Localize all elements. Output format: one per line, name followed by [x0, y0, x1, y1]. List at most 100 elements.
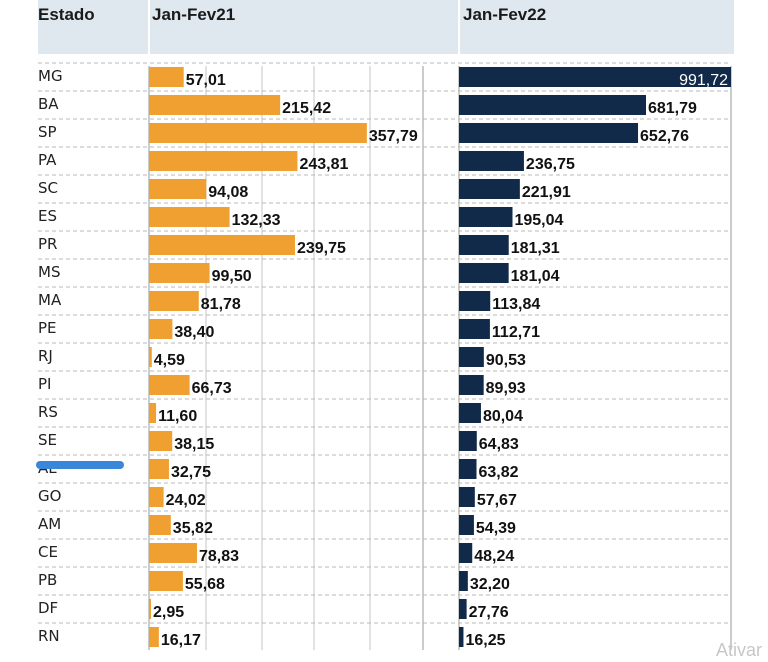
bar-2021 [149, 515, 171, 535]
state-label: PI [38, 375, 51, 393]
bar-2022 [459, 515, 474, 535]
state-label: RS [38, 403, 58, 421]
value-label-2022: 652,76 [640, 128, 689, 145]
state-label: MA [38, 291, 62, 309]
bar-2022 [459, 123, 639, 143]
bar-2021 [149, 431, 173, 451]
value-label-2022: 32,20 [470, 576, 510, 593]
state-label: GO [38, 487, 61, 505]
bar-2021 [149, 179, 207, 199]
bar-2022 [459, 319, 490, 339]
state-label: MS [38, 263, 60, 281]
value-label-2022: 80,04 [483, 408, 523, 425]
value-label-2021: 11,60 [158, 408, 197, 425]
bar-2022 [459, 179, 520, 199]
bar-2021 [149, 263, 210, 283]
value-label-2022: 90,53 [486, 352, 526, 369]
value-label-2021: 32,75 [171, 464, 211, 481]
header-band [38, 0, 734, 54]
value-label-2022: 64,83 [479, 436, 519, 453]
bar-2022 [459, 543, 473, 563]
value-label-2021: 24,02 [166, 492, 206, 509]
value-label-2021: 38,40 [174, 324, 214, 341]
bar-2022 [459, 571, 468, 591]
bar-2021 [149, 291, 199, 311]
value-label-2021: 55,68 [185, 576, 225, 593]
value-label-2021: 35,82 [173, 520, 213, 537]
bar-2021 [149, 487, 164, 507]
value-label-2022: 195,04 [514, 212, 563, 229]
value-label-2022: 27,76 [469, 604, 509, 621]
state-label: ES [38, 207, 57, 225]
value-label-2021: 132,33 [232, 212, 281, 229]
value-label-2022: 181,31 [511, 240, 560, 257]
bar-2022 [459, 151, 524, 171]
value-label-2022: 112,71 [492, 324, 540, 341]
bar-2022 [459, 599, 467, 619]
header-col-2021: Jan-Fev21 [152, 5, 235, 24]
state-label: RJ [38, 347, 53, 365]
value-label-2021: 239,75 [297, 240, 346, 257]
value-label-2022: 48,24 [474, 548, 514, 565]
bar-2022 [459, 403, 481, 423]
bar-2021 [149, 151, 298, 171]
bar-2022 [459, 487, 475, 507]
bar-2022 [459, 291, 491, 311]
header-state: Estado [38, 5, 95, 24]
value-label-2022: 113,84 [492, 296, 540, 313]
value-label-2021: 2,95 [153, 604, 184, 621]
value-label-2021: 243,81 [299, 156, 348, 173]
bar-2021 [149, 403, 157, 423]
bar-2021 [149, 543, 197, 563]
bar-2021 [149, 599, 151, 619]
value-label-2021: 357,79 [369, 128, 418, 145]
bar-2022 [459, 95, 646, 115]
bar-2021 [149, 347, 152, 367]
state-label: AM [38, 515, 61, 533]
bar-2021 [149, 319, 173, 339]
watermark-text: Ativar [716, 640, 762, 660]
state-label: BA [38, 95, 59, 113]
state-label: PA [38, 151, 57, 169]
state-label: CE [38, 543, 58, 561]
value-label-2021: 16,17 [161, 632, 201, 649]
value-label-2022: 181,04 [511, 268, 560, 285]
value-label-2022: 236,75 [526, 156, 575, 173]
value-label-2022: 57,67 [477, 492, 517, 509]
bar-2022 [459, 459, 477, 479]
value-label-2021: 99,50 [212, 268, 252, 285]
value-label-2021: 81,78 [201, 296, 241, 313]
bar-2022 [459, 263, 509, 283]
state-label: RN [38, 627, 60, 645]
bar-2022 [459, 67, 731, 87]
state-label: MG [38, 67, 63, 85]
value-label-2021: 57,01 [186, 72, 226, 89]
bar-2022 [459, 235, 509, 255]
value-label-2021: 215,42 [282, 100, 331, 117]
rows: MG 57,01 991,72 BA 215,42 681,79 SP 357,79 652,7… [38, 62, 731, 649]
state-label: SE [38, 431, 57, 449]
bar-2021 [149, 375, 190, 395]
state-label: PR [38, 235, 57, 253]
value-label-2022: 681,79 [648, 100, 697, 117]
state-label: PB [38, 571, 57, 589]
value-label-2022: 991,72 [679, 72, 728, 89]
state-label: SC [38, 179, 58, 197]
bar-2021 [149, 123, 367, 143]
value-label-2022: 89,93 [486, 380, 526, 397]
state-label: SP [38, 123, 57, 141]
bar-2021 [149, 235, 295, 255]
bar-2021 [149, 459, 169, 479]
bar-2022 [459, 347, 484, 367]
value-label-2022: 54,39 [476, 520, 516, 537]
bar-2021 [149, 95, 281, 115]
bar-2022 [459, 627, 464, 647]
bar-2021 [149, 207, 230, 227]
bar-2021 [149, 627, 159, 647]
bar-2021 [149, 571, 183, 591]
bar-2022 [459, 207, 513, 227]
header-col-2022: Jan-Fev22 [463, 5, 546, 24]
state-label: PE [38, 319, 57, 337]
bar-2022 [459, 431, 477, 451]
